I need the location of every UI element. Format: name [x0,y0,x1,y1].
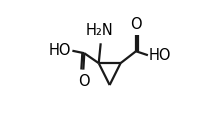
Text: O: O [78,74,90,89]
Text: HO: HO [49,43,71,58]
Text: O: O [130,17,142,32]
Text: HO: HO [149,48,171,63]
Text: H₂N: H₂N [86,23,114,38]
